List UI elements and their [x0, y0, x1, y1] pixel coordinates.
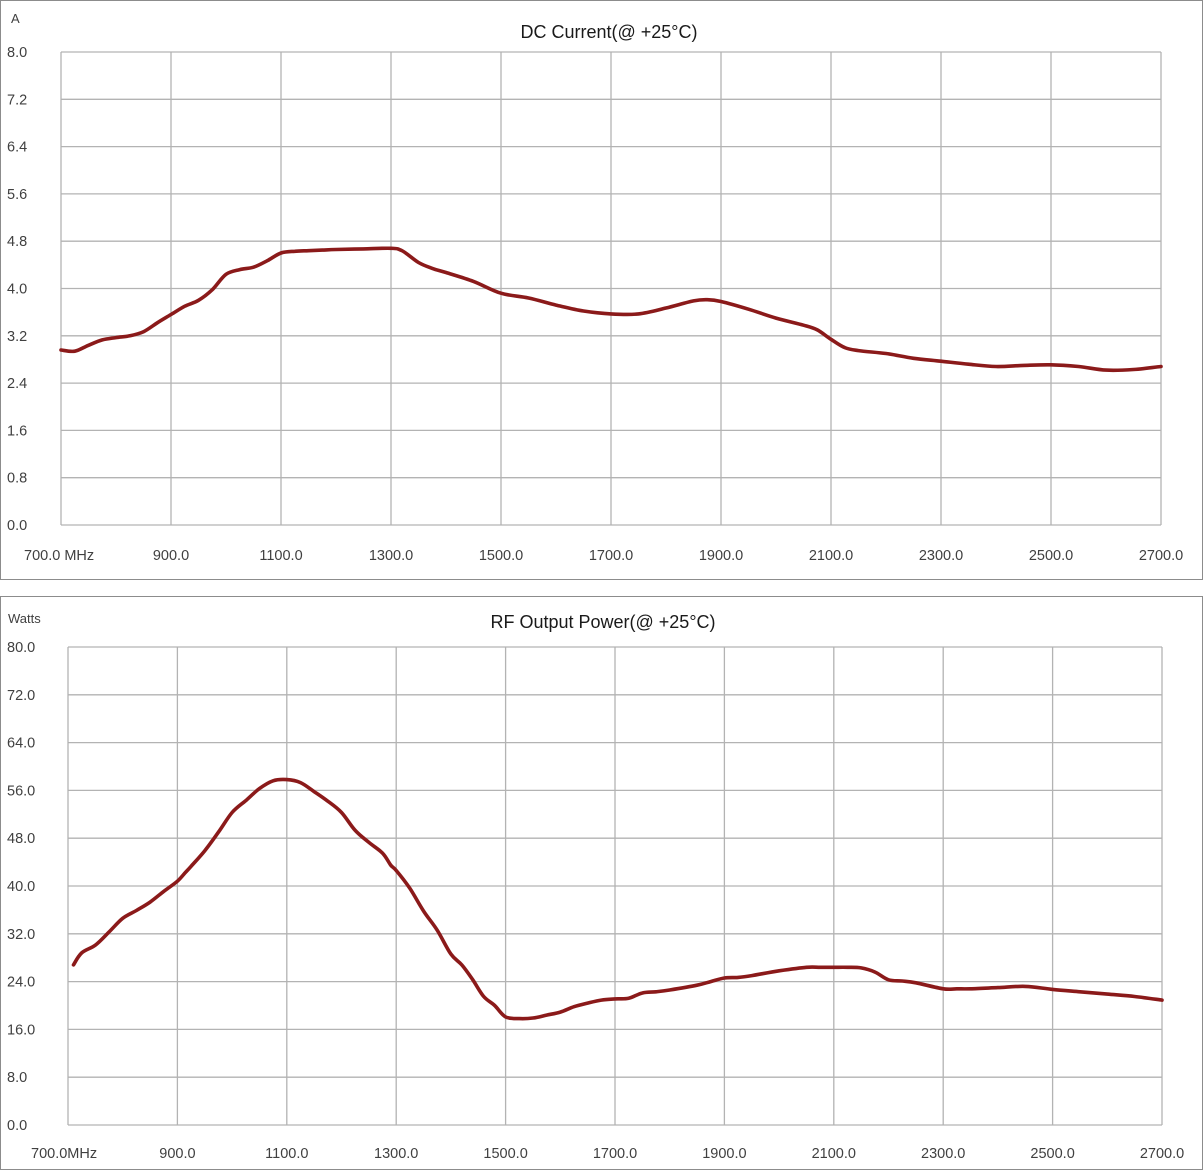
- dc-current-x-tick-label: 1500.0: [479, 548, 523, 564]
- dc-current-y-tick-label: 4.8: [7, 234, 27, 250]
- dc-current-chart-panel: 0.0 0.8 1.6 2.4 3.2 4.0 4.8 5.6 6.4 7.2 8.0 700.0 M…: [0, 0, 1203, 580]
- rf-output-power-chart: 0.0 8.0 16.0 24.0 32.0 40.0 48.0 56.0 64.0 72.0 80…: [7, 611, 1184, 1162]
- rf-output-power-x-tick-label: 1300.0: [374, 1146, 418, 1162]
- dc-current-y-tick-label: 6.4: [7, 140, 27, 156]
- rf-output-power-y-tick-label: 56.0: [7, 783, 35, 799]
- dc-current-x-tick-label: 1100.0: [259, 548, 302, 564]
- rf-output-power-x-tick-label: 700.0MHz: [31, 1146, 97, 1162]
- rf-output-power-y-tick-label: 72.0: [7, 688, 35, 704]
- dc-current-y-tick-label: 5.6: [7, 187, 27, 203]
- dc-current-x-tick-label: 1900.0: [699, 548, 743, 564]
- rf-output-power-series-line: [71, 777, 1164, 1021]
- dc-current-chart: 0.0 0.8 1.6 2.4 3.2 4.0 4.8 5.6 6.4 7.2 8.0 700.0 M…: [7, 11, 1183, 564]
- rf-output-power-x-tick-label: 1700.0: [593, 1146, 637, 1162]
- rf-output-power-x-tick-label: 1900.0: [702, 1146, 746, 1162]
- dc-current-y-tick-label: 0.0: [7, 518, 27, 534]
- rf-output-power-y-tick-label: 64.0: [7, 736, 35, 752]
- dc-current-x-tick-label: 900.0: [153, 548, 189, 564]
- rf-output-power-x-tick-label: 900.0: [159, 1146, 195, 1162]
- rf-output-power-y-tick-label: 32.0: [7, 927, 35, 943]
- dc-current-x-tick-label: 2500.0: [1029, 548, 1073, 564]
- dc-current-x-tick-label: 1700.0: [589, 548, 633, 564]
- rf-output-power-chart-panel: 0.0 8.0 16.0 24.0 32.0 40.0 48.0 56.0 64.0 72.0 80…: [0, 596, 1203, 1170]
- dc-current-x-tick-label: 2700.0: [1139, 548, 1183, 564]
- rf-output-power-y-tick-label: 40.0: [7, 879, 35, 895]
- rf-output-power-x-tick-label: 2500.0: [1030, 1146, 1074, 1162]
- dc-current-y-tick-label: 8.0: [7, 45, 27, 61]
- dc-current-y-tick-label: 3.2: [7, 329, 27, 345]
- dc-current-y-tick-label: 1.6: [7, 423, 27, 439]
- dc-current-x-tick-label: 2100.0: [809, 548, 853, 564]
- rf-output-power-x-tick-label: 2100.0: [812, 1146, 856, 1162]
- rf-output-power-x-tick-label: 2300.0: [921, 1146, 965, 1162]
- rf-output-power-y-tick-label: 80.0: [7, 640, 35, 656]
- dc-current-x-tick-label: 700.0 MHz: [24, 548, 94, 564]
- rf-output-power-y-tick-label: 16.0: [7, 1022, 35, 1038]
- dc-current-series-line: [59, 246, 1163, 373]
- dc-current-y-tick-label: 7.2: [7, 92, 27, 108]
- dc-current-y-tick-label: 4.0: [7, 282, 27, 298]
- rf-output-power-y-tick-label: 48.0: [7, 831, 35, 847]
- rf-output-power-x-tick-label: 1500.0: [483, 1146, 527, 1162]
- rf-output-power-x-tick-label: 2700.0: [1140, 1146, 1184, 1162]
- rf-output-power-y-tick-label: 24.0: [7, 975, 35, 991]
- dc-current-y-axis-unit: A: [11, 11, 20, 26]
- rf-output-power-y-axis-unit: Watts: [8, 611, 41, 626]
- rf-output-power-x-tick-label: 1100.0: [265, 1146, 308, 1162]
- dc-current-y-tick-label: 2.4: [7, 376, 27, 392]
- rf-output-power-y-tick-label: 8.0: [7, 1070, 27, 1086]
- dc-current-x-tick-label: 2300.0: [919, 548, 963, 564]
- dc-current-x-tick-label: 1300.0: [369, 548, 413, 564]
- rf-output-power-chart-title: RF Output Power(@ +25°C): [490, 612, 715, 632]
- dc-current-chart-title: DC Current(@ +25°C): [520, 22, 697, 42]
- dc-current-y-tick-label: 0.8: [7, 471, 27, 487]
- rf-output-power-y-tick-label: 0.0: [7, 1118, 27, 1134]
